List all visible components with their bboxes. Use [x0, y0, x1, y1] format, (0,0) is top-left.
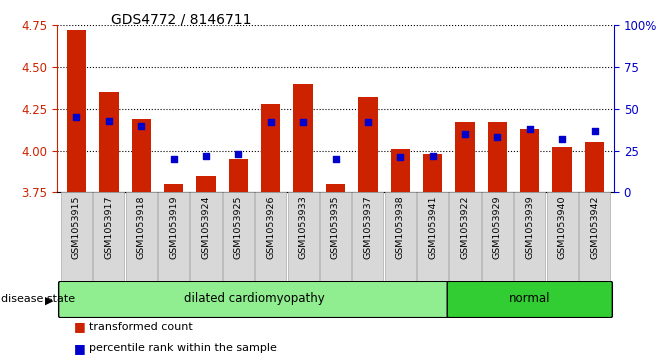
- Bar: [520, 129, 539, 192]
- Point: [136, 123, 146, 129]
- Text: GSM1053917: GSM1053917: [105, 195, 113, 258]
- FancyBboxPatch shape: [447, 281, 613, 318]
- Bar: [196, 176, 215, 192]
- Point: [557, 136, 568, 142]
- Bar: [552, 147, 572, 192]
- Point: [233, 151, 244, 157]
- FancyBboxPatch shape: [352, 192, 383, 281]
- Text: ■: ■: [74, 342, 86, 355]
- Bar: [391, 149, 410, 192]
- Bar: [164, 184, 183, 192]
- Text: GSM1053935: GSM1053935: [331, 195, 340, 259]
- FancyBboxPatch shape: [320, 192, 351, 281]
- Text: percentile rank within the sample: percentile rank within the sample: [89, 343, 277, 354]
- Bar: [261, 104, 280, 192]
- FancyBboxPatch shape: [93, 192, 124, 281]
- Point: [265, 119, 276, 125]
- Text: GSM1053933: GSM1053933: [299, 195, 307, 259]
- Point: [427, 153, 438, 159]
- FancyBboxPatch shape: [450, 192, 480, 281]
- FancyBboxPatch shape: [58, 281, 450, 318]
- Bar: [293, 84, 313, 192]
- FancyBboxPatch shape: [158, 192, 189, 281]
- Text: GSM1053919: GSM1053919: [169, 195, 178, 258]
- Text: disease state: disease state: [1, 294, 74, 304]
- Point: [201, 153, 211, 159]
- Text: normal: normal: [509, 292, 550, 305]
- FancyBboxPatch shape: [579, 192, 610, 281]
- Text: GSM1053940: GSM1053940: [558, 195, 566, 258]
- Text: transformed count: transformed count: [89, 322, 193, 332]
- Bar: [326, 184, 345, 192]
- Point: [460, 131, 470, 137]
- Bar: [229, 159, 248, 192]
- Point: [362, 119, 373, 125]
- FancyBboxPatch shape: [514, 192, 546, 281]
- Point: [525, 126, 535, 132]
- Point: [395, 154, 406, 160]
- Point: [168, 156, 179, 162]
- FancyBboxPatch shape: [482, 192, 513, 281]
- Point: [71, 114, 82, 120]
- Bar: [99, 92, 119, 192]
- Text: GSM1053924: GSM1053924: [201, 195, 211, 258]
- FancyBboxPatch shape: [125, 192, 157, 281]
- Text: GSM1053929: GSM1053929: [493, 195, 502, 258]
- Text: GSM1053937: GSM1053937: [364, 195, 372, 259]
- Text: GSM1053926: GSM1053926: [266, 195, 275, 258]
- FancyBboxPatch shape: [191, 192, 221, 281]
- Bar: [358, 97, 378, 192]
- Bar: [132, 119, 151, 192]
- Point: [330, 156, 341, 162]
- FancyBboxPatch shape: [255, 192, 287, 281]
- Text: dilated cardiomyopathy: dilated cardiomyopathy: [184, 292, 325, 305]
- Bar: [585, 142, 605, 192]
- Text: GSM1053915: GSM1053915: [72, 195, 81, 258]
- FancyBboxPatch shape: [223, 192, 254, 281]
- Point: [298, 119, 309, 125]
- Text: GSM1053918: GSM1053918: [137, 195, 146, 258]
- FancyBboxPatch shape: [417, 192, 448, 281]
- Bar: [456, 122, 474, 192]
- Bar: [423, 154, 442, 192]
- Text: GDS4772 / 8146711: GDS4772 / 8146711: [111, 13, 251, 27]
- FancyBboxPatch shape: [547, 192, 578, 281]
- Text: ■: ■: [74, 320, 86, 333]
- Text: ▶: ▶: [45, 295, 54, 305]
- Text: GSM1053922: GSM1053922: [460, 195, 470, 258]
- Text: GSM1053939: GSM1053939: [525, 195, 534, 259]
- Point: [103, 118, 114, 123]
- FancyBboxPatch shape: [384, 192, 416, 281]
- Bar: [66, 30, 86, 192]
- Text: GSM1053938: GSM1053938: [396, 195, 405, 259]
- Text: GSM1053925: GSM1053925: [234, 195, 243, 258]
- FancyBboxPatch shape: [61, 192, 92, 281]
- FancyBboxPatch shape: [288, 192, 319, 281]
- Text: GSM1053941: GSM1053941: [428, 195, 437, 258]
- Text: GSM1053942: GSM1053942: [590, 195, 599, 258]
- Bar: [488, 122, 507, 192]
- Point: [492, 134, 503, 140]
- Point: [589, 128, 600, 134]
